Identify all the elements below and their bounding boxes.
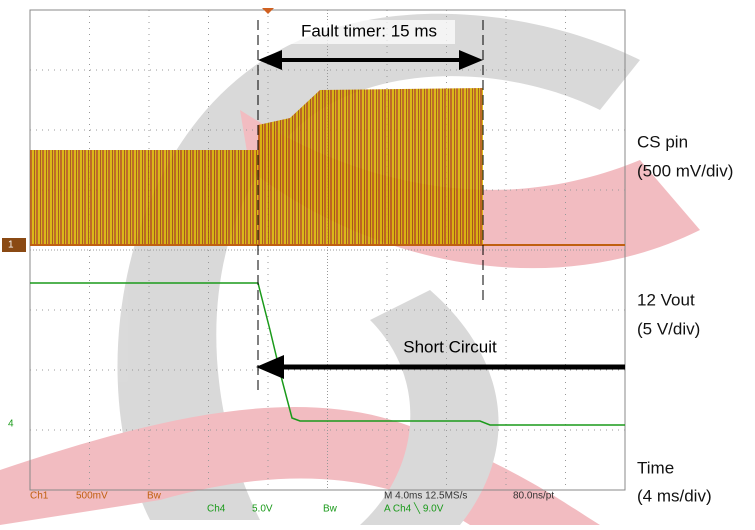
vout-label: 12 Vout — [637, 290, 695, 309]
readout-timebase: M 4.0ms 12.5MS/s — [384, 491, 467, 502]
ch1-marker-bg — [2, 238, 26, 252]
trigger-marker — [262, 8, 274, 14]
fault-timer-arrow — [258, 50, 483, 70]
readout-ch4-scale: 5.0V — [252, 504, 273, 515]
readout-sample: 80.0ns/pt — [513, 491, 554, 502]
readout-ch4: Ch4 — [207, 504, 226, 515]
cursor-lines — [257, 20, 484, 390]
readout-ch4-bw: Bw — [323, 504, 338, 515]
readout-trigger: A Ch4 ╲ 9.0V — [384, 502, 444, 515]
readout-ch1-bw: Bw — [147, 491, 162, 502]
short-circuit-arrow — [256, 355, 625, 379]
short-circuit-label: Short Circuit — [403, 337, 497, 356]
vout-waveform — [30, 282, 625, 426]
time-scale-label: (4 ms/div) — [637, 486, 712, 505]
label-bg — [283, 20, 455, 44]
cs-waveform — [30, 88, 625, 246]
time-label: Time — [637, 458, 674, 477]
graticule — [29, 9, 626, 491]
fault-timer-label: Fault timer: 15 ms — [301, 21, 437, 40]
cs-pin-label: CS pin — [637, 132, 688, 151]
readout-ch1: Ch1 — [30, 491, 49, 502]
vout-scale-label: (5 V/div) — [637, 319, 700, 338]
ch1-marker: 1 — [8, 240, 14, 251]
readout-ch1-scale: 500mV — [76, 491, 108, 502]
ch4-marker: 4 — [8, 419, 14, 430]
cs-scale-label: (500 mV/div) — [637, 161, 733, 180]
